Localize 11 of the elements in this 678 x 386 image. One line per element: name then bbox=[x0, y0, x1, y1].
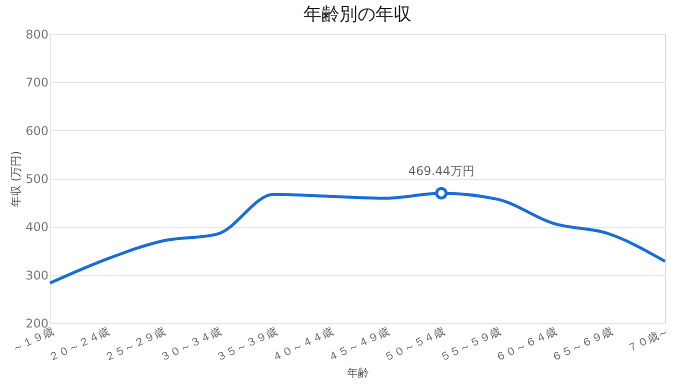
y-tick-label: 800 bbox=[26, 28, 48, 42]
x-axis-title: 年齢 bbox=[347, 366, 369, 380]
x-tick-label: ７０歳～ bbox=[625, 324, 671, 355]
y-tick-label: 700 bbox=[26, 76, 48, 90]
y-axis-title: 年収 (万円) bbox=[10, 150, 23, 208]
y-tick-label: 400 bbox=[26, 220, 48, 234]
chart-title: 年齢別の年収 bbox=[304, 4, 412, 25]
y-tick-label: 500 bbox=[26, 172, 48, 186]
y-tick-label: 600 bbox=[26, 124, 48, 138]
y-tick-label: 300 bbox=[26, 268, 48, 282]
annotation: 469.44万円 bbox=[408, 164, 474, 178]
